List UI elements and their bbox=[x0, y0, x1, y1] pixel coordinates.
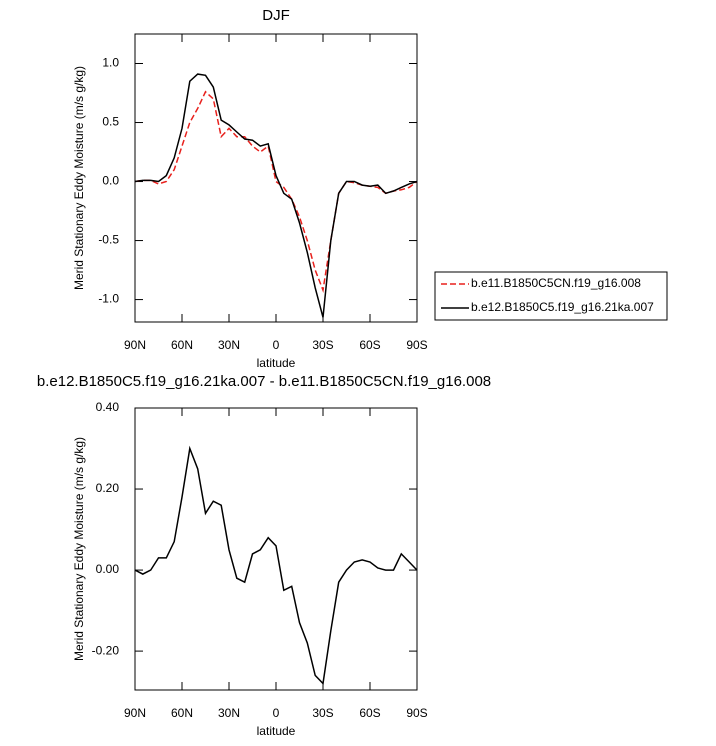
x-axis-label: latitude bbox=[257, 356, 296, 370]
y-axis-label: Merid Stationary Eddy Moisture (m/s g/kg… bbox=[72, 437, 86, 661]
x-axis-label: latitude bbox=[257, 724, 296, 738]
x-tick-label: 30N bbox=[218, 706, 240, 720]
data-line bbox=[134, 73, 418, 318]
x-tick-label: 60S bbox=[359, 706, 380, 720]
plot-frame bbox=[134, 407, 418, 691]
y-tick-label: 0.00 bbox=[96, 562, 120, 576]
data-line bbox=[134, 445, 418, 686]
x-tick-label: 60N bbox=[171, 706, 193, 720]
legend-label: b.e11.B1850C5CN.f19_g16.008 bbox=[471, 276, 641, 290]
x-tick-label: 30S bbox=[312, 338, 333, 352]
x-tick-label: 60N bbox=[171, 338, 193, 352]
y-axis-label: Merid Stationary Eddy Moisture (m/s g/kg… bbox=[72, 66, 86, 290]
data-line bbox=[134, 90, 418, 293]
y-tick-label: -1.0 bbox=[98, 292, 119, 306]
x-tick-label: 0 bbox=[273, 338, 280, 352]
y-tick-label: -0.5 bbox=[98, 233, 119, 247]
x-tick-label: 90S bbox=[406, 706, 427, 720]
x-tick-label: 30S bbox=[312, 706, 333, 720]
x-tick-label: 0 bbox=[273, 706, 280, 720]
legend-label: b.e12.B1850C5.f19_g16.21ka.007 bbox=[471, 300, 654, 314]
plot-frame bbox=[134, 33, 418, 323]
y-tick-label: 0.40 bbox=[96, 400, 120, 414]
x-tick-label: 90N bbox=[124, 706, 146, 720]
y-tick-label: 0.0 bbox=[102, 174, 119, 188]
chart-title: b.e12.B1850C5.f19_g16.21ka.007 - b.e11.B… bbox=[37, 373, 491, 390]
legend-box bbox=[434, 271, 668, 321]
x-tick-label: 90S bbox=[406, 338, 427, 352]
x-tick-label: 90N bbox=[124, 338, 146, 352]
chart-title: DJF bbox=[262, 7, 290, 24]
y-tick-label: 0.20 bbox=[96, 481, 120, 495]
y-tick-label: 1.0 bbox=[102, 56, 119, 70]
x-tick-label: 30N bbox=[218, 338, 240, 352]
x-tick-label: 60S bbox=[359, 338, 380, 352]
y-tick-label: -0.20 bbox=[92, 643, 120, 657]
y-tick-label: 0.5 bbox=[102, 115, 119, 129]
